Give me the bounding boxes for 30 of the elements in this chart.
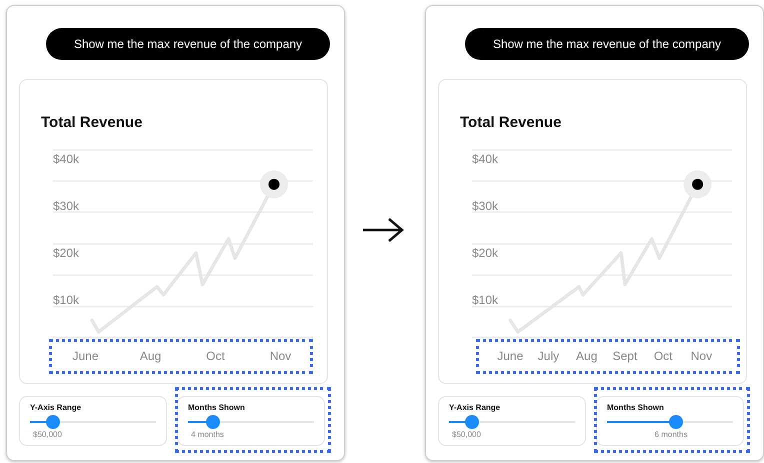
chart-title: Total Revenue — [41, 114, 142, 132]
x-tick-label: Nov — [270, 349, 292, 364]
x-tick-label: July — [538, 349, 560, 364]
x-tick-label: June — [497, 349, 524, 364]
x-tick-label: Aug — [576, 349, 598, 364]
text: 6 months — [654, 430, 688, 439]
x-tick-label: Oct — [206, 349, 226, 364]
text: Y-Axis Range — [449, 403, 500, 412]
text: Show me the max revenue of the company — [46, 28, 330, 60]
x-tick-label: Oct — [654, 349, 674, 364]
y-tick-label: $30k — [53, 199, 80, 214]
y-tick-label: $20k — [472, 246, 500, 260]
y-tick-label: $30k — [472, 199, 500, 214]
x-tick-label: Sept — [612, 349, 638, 364]
text: $50,000 — [452, 430, 481, 439]
x-tick-label: Nov — [690, 349, 712, 364]
y-tick-label: $40k — [472, 152, 500, 166]
x-tick-label: Aug — [140, 349, 162, 364]
text: Months Shown — [188, 403, 245, 412]
text: Y-Axis Range — [30, 403, 82, 412]
y-tick-label: $10k — [53, 293, 80, 308]
text: 4 months — [191, 430, 224, 439]
text: Months Shown — [607, 403, 664, 412]
text: $50,000 — [33, 430, 62, 439]
y-tick-label: $10k — [472, 293, 500, 308]
x-tick-label: June — [72, 349, 99, 364]
y-tick-label: $40k — [53, 152, 80, 166]
text: Show me the max revenue of the company — [465, 28, 749, 60]
y-tick-label: $20k — [53, 246, 80, 260]
chart-title: Total Revenue — [460, 114, 562, 132]
